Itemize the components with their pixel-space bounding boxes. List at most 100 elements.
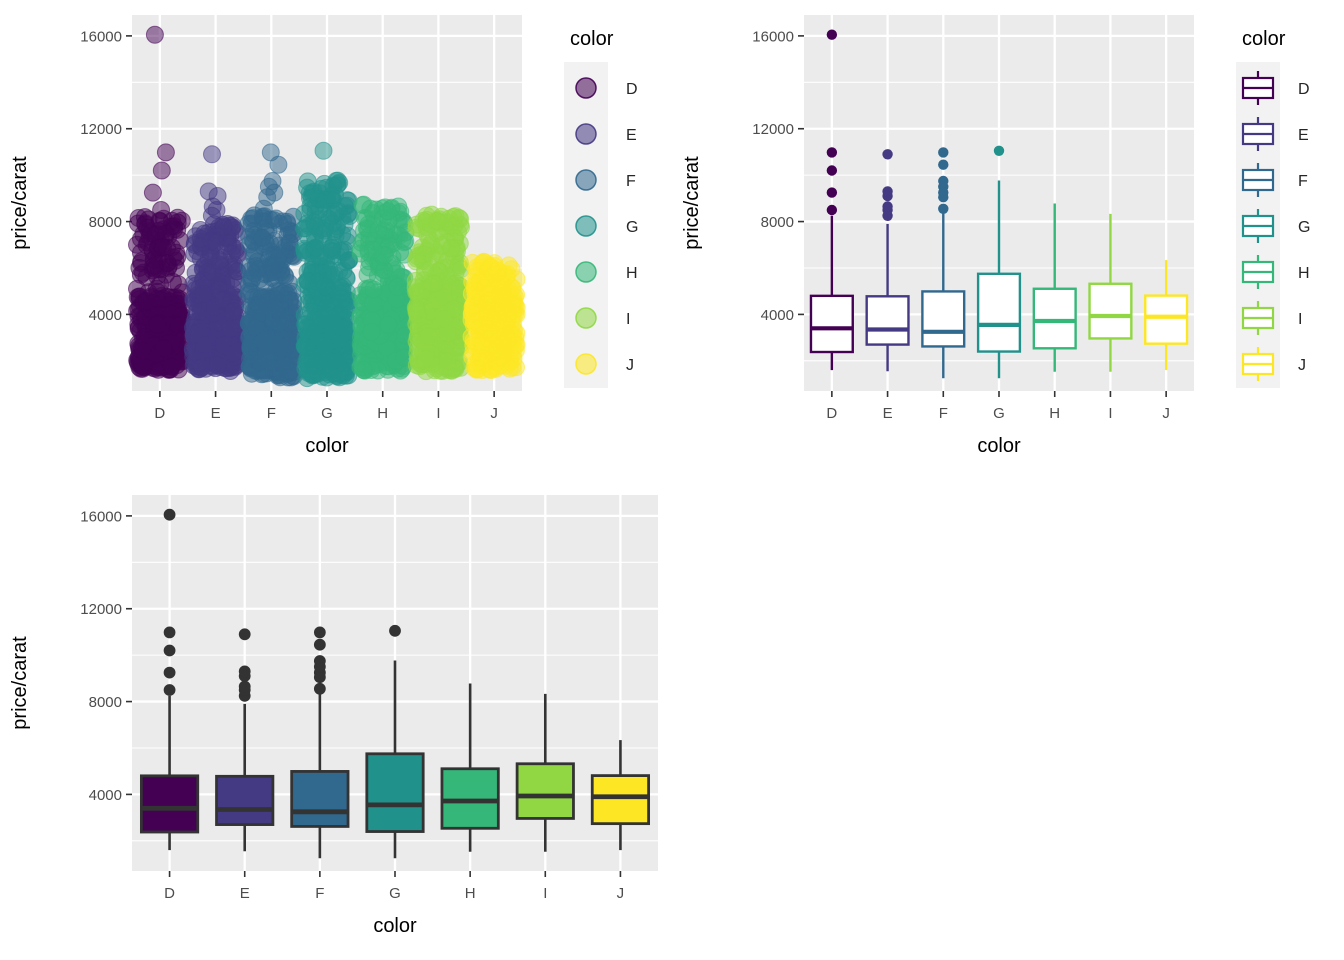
legend-entry-H: H [1241,255,1310,289]
y-tick-label-8000: 8000 [89,214,122,231]
legend-point-glyph-H [575,261,597,283]
legend-label-G: G [1298,219,1310,236]
legend-entry-E: E [575,123,637,145]
legend-label-I: I [1298,311,1302,328]
jitter-points-E [183,145,248,380]
outlier-points-F [313,626,326,695]
jitter-points-J [462,252,526,379]
boxplot-H [440,683,500,852]
outlier-points-D [826,29,838,216]
y-axis-title: price/carat [681,156,703,250]
x-tick-label-J: J [490,405,498,422]
y-tick-label-12000: 12000 [80,121,122,138]
y-tick-label-12000: 12000 [752,121,794,138]
x-tick-label-H: H [377,405,388,422]
jitter-points-F [239,143,303,387]
legend-boxplot-glyph-D [1241,71,1275,105]
legend-entry-J: J [575,353,634,375]
outlier-points-F [938,147,949,214]
legend-boxplot-glyph-I [1241,301,1275,335]
jitter-points-H [351,195,415,380]
boxplot-F [290,626,350,859]
x-tick-label-F: F [267,405,276,422]
x-tick-label-H: H [1049,405,1060,422]
legend-entry-E: E [1241,117,1309,151]
legend-point-glyph-J [575,353,597,375]
x-tick-label-E: E [883,405,893,422]
boxplot-E [215,628,275,852]
y-tick-label-4000: 4000 [761,307,794,324]
legend-entry-G: G [575,215,638,237]
x-tick-label-J: J [617,885,625,902]
legend-entry-H: H [575,261,638,283]
legend-entry-G: G [1241,209,1310,243]
y-tick-label-16000: 16000 [752,28,794,45]
legend-label-G: G [626,219,638,236]
x-tick-label-E: E [211,405,221,422]
x-tick-label-D: D [154,405,165,422]
boxplot-I [1088,213,1133,372]
legend-title: color [1242,28,1286,50]
boxplot-G [365,624,425,859]
legend-label-I: I [626,311,630,328]
jitter-points-D [128,25,192,379]
legend-label-E: E [1298,127,1309,144]
axis-tick-marks [126,35,495,397]
y-tick-label-8000: 8000 [761,214,794,231]
legend-point-glyph-E [575,123,597,145]
y-tick-label-4000: 4000 [89,787,122,804]
legend-point-glyph-I [575,307,597,329]
axis-tick-marks [798,35,1167,397]
legend-entry-D: D [1241,71,1310,105]
boxplot-J [1144,260,1189,371]
legend-label-E: E [626,127,637,144]
x-tick-label-H: H [465,885,476,902]
x-axis-title: color [305,435,349,457]
axis-tick-marks [126,515,622,877]
legend-boxplot-glyph-H [1241,255,1275,289]
x-tick-label-G: G [389,885,401,902]
x-tick-label-I: I [436,405,440,422]
x-axis-title: color [977,435,1021,457]
x-tick-label-J: J [1162,405,1170,422]
y-tick-label-16000: 16000 [80,28,122,45]
boxplot-J [590,740,651,851]
outlier-points-D [163,508,176,696]
boxplot-H [1032,203,1077,372]
legend-point-glyph-D [575,77,597,99]
boxplot-G [976,145,1022,379]
x-tick-label-F: F [315,885,324,902]
legend-boxplot-glyph-J [1241,347,1275,381]
legend-label-H: H [626,265,638,282]
legend-entry-F: F [1241,163,1308,197]
legend: color D E F G H I J [564,28,638,388]
boxplot-E [865,149,910,372]
y-tick-label-8000: 8000 [89,694,122,711]
legend-point-glyph-G [575,215,597,237]
legend-boxplot-glyph-F [1241,163,1275,197]
y-axis-title: price/carat [9,636,31,730]
boxplot-I [515,693,575,852]
legend-entry-I: I [1241,301,1302,335]
legend-point-glyph-F [575,169,597,191]
y-tick-label-16000: 16000 [80,508,122,525]
legend-label-J: J [1298,357,1306,374]
x-tick-label-I: I [1108,405,1112,422]
legend-label-D: D [1298,81,1310,98]
jitter-points-G [295,141,359,388]
legend-entry-J: J [1241,347,1306,381]
x-tick-label-I: I [543,885,547,902]
legend-label-J: J [626,357,634,374]
x-tick-label-G: G [993,405,1005,422]
outlier-points-G [389,624,401,637]
jitter-points-I [406,205,471,381]
legend-entry-I: I [575,307,630,329]
y-tick-label-12000: 12000 [80,601,122,618]
legend-entry-D: D [575,77,638,99]
